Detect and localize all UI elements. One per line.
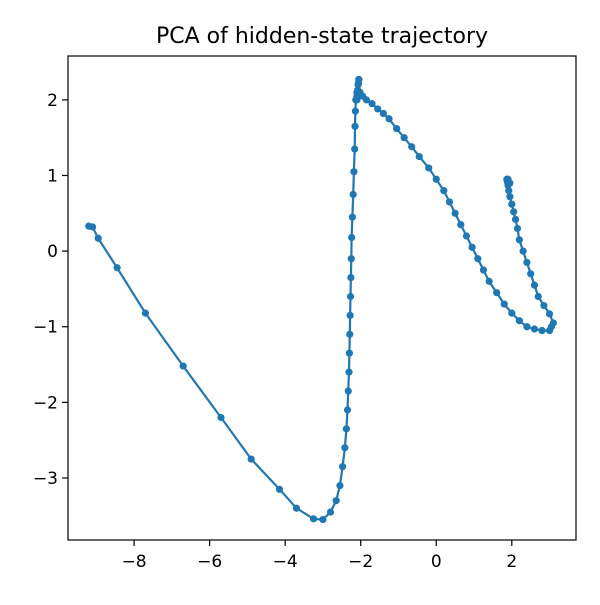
y-tick-label: 1 [47,166,58,186]
axes-frame [67,55,577,541]
data-point [247,455,255,463]
data-point [348,233,356,242]
data-point [519,247,527,255]
data-point [549,319,557,327]
data-point [451,209,459,217]
data-point [336,481,344,490]
data-point [493,289,501,297]
data-point [468,243,476,251]
data-point [523,323,531,331]
data-point [400,134,408,142]
data-point [351,145,359,153]
data-point [309,515,318,523]
data-point [534,292,542,301]
data-point [508,309,516,317]
data-point [515,317,523,325]
y-tick-label: −2 [33,393,58,413]
series-line [87,78,555,521]
data-point [474,255,482,263]
data-point [510,208,518,216]
y-tick-label: 2 [47,91,58,111]
data-point [217,413,225,422]
data-point [141,309,150,317]
y-tick-label: 0 [47,242,58,262]
data-point [351,107,360,115]
data-point [506,179,514,187]
x-tick-label: 0 [431,552,442,572]
data-point [362,96,370,104]
data-point [338,463,347,471]
chart-title: PCA of hidden-state trajectory [156,24,488,49]
data-point [545,310,554,318]
data-point [505,187,513,195]
data-point [538,326,546,335]
data-point [408,143,416,151]
data-point [113,264,121,272]
x-tick-label: −6 [197,552,222,572]
data-point [445,198,454,206]
data-point [345,368,353,376]
data-point [341,444,349,452]
x-tick-label: 2 [506,552,517,572]
y-tick-label: −1 [33,318,58,338]
data-point [457,221,465,229]
x-tick-label: −8 [122,552,147,572]
data-point [379,109,387,118]
data-point [88,223,97,231]
data-point [348,213,357,221]
data-point [351,122,359,130]
data-point [343,406,352,414]
data-point [350,168,358,176]
data-point [354,79,363,87]
data-point [344,387,352,395]
data-point [292,504,301,512]
data-point [347,273,355,282]
data-point [346,311,354,319]
data-point [346,292,355,301]
plot-area [85,75,557,524]
data-point [479,266,488,274]
x-axis: −8 −6 −4 −2 0 2 [122,540,517,572]
data-point [511,215,520,223]
data-point [540,301,548,310]
data-point [392,125,401,133]
data-point [432,175,440,183]
data-point [347,255,355,263]
data-point [385,115,393,123]
data-point [506,193,514,201]
data-point [513,224,522,233]
data-point [275,485,284,493]
data-point [346,330,354,338]
data-point [374,105,382,113]
data-point [353,96,361,104]
data-point [515,236,523,244]
data-point [462,232,471,240]
x-tick-label: −2 [348,552,373,572]
x-tick-label: −4 [273,552,298,572]
data-point [440,187,448,195]
data-point [179,362,187,370]
data-point [349,190,357,198]
data-point [425,164,433,172]
data-point [530,281,539,289]
y-axis: −3 −2 −1 0 1 2 [33,91,68,489]
data-point [345,349,353,357]
data-point [527,270,535,278]
y-tick-label: −3 [33,469,58,489]
data-point [332,497,340,505]
data-point [500,300,508,308]
data-point [485,277,493,285]
data-point [94,234,102,242]
data-point [415,152,423,161]
data-point [342,425,350,433]
data-point [326,508,335,516]
data-point [368,100,376,108]
data-point [530,325,539,333]
data-point [523,258,531,267]
data-point [319,515,327,524]
data-point [508,200,516,208]
